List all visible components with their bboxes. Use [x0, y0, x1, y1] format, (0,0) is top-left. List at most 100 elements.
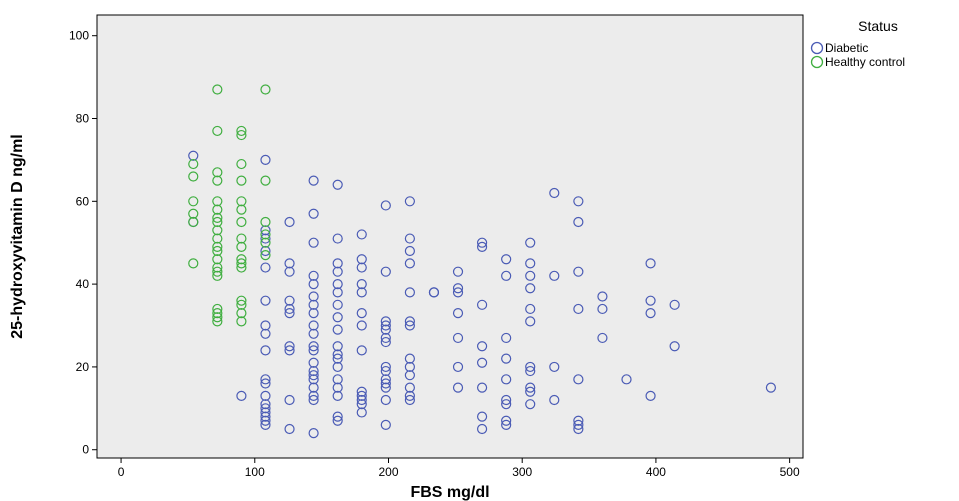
point-diabetic	[525, 399, 536, 410]
point-diabetic	[284, 394, 295, 406]
data-points	[188, 84, 777, 439]
point-diabetic	[380, 382, 391, 393]
point-diabetic	[308, 390, 319, 401]
y-tick-label: 0	[82, 443, 89, 457]
y-axis: 0 20 40 60 80 100	[69, 29, 97, 457]
point-diabetic	[356, 386, 367, 397]
point-healthy-control	[260, 175, 271, 186]
point-diabetic	[284, 307, 295, 319]
legend: Status Diabetic Healthy control	[810, 18, 905, 69]
point-diabetic	[308, 428, 319, 439]
point-diabetic	[308, 341, 319, 352]
point-diabetic	[476, 357, 488, 368]
point-diabetic	[188, 150, 199, 161]
point-diabetic	[452, 287, 464, 298]
point-diabetic	[308, 365, 319, 377]
point-healthy-control	[212, 316, 223, 327]
point-diabetic	[501, 419, 512, 430]
point-healthy-control	[236, 307, 247, 319]
point-diabetic	[332, 390, 343, 401]
x-tick-label: 200	[378, 465, 398, 479]
point-diabetic	[236, 390, 247, 401]
point-healthy-control	[212, 245, 223, 257]
point-diabetic	[308, 394, 319, 406]
point-diabetic	[573, 216, 584, 228]
y-tick-label: 40	[76, 277, 90, 291]
point-diabetic	[356, 279, 367, 290]
y-tick-label: 100	[69, 29, 89, 43]
point-diabetic	[525, 365, 536, 377]
point-diabetic	[260, 295, 271, 306]
point-diabetic	[284, 345, 295, 356]
point-diabetic	[501, 399, 512, 410]
point-diabetic	[332, 415, 343, 426]
point-healthy-control	[236, 295, 247, 306]
point-diabetic	[260, 345, 271, 356]
point-healthy-control	[188, 171, 199, 182]
point-healthy-control	[212, 196, 223, 207]
point-diabetic	[332, 411, 343, 422]
point-diabetic	[356, 307, 367, 319]
point-diabetic	[380, 361, 391, 373]
point-diabetic	[260, 390, 271, 401]
point-diabetic	[332, 353, 343, 364]
point-diabetic	[452, 283, 464, 294]
point-healthy-control	[236, 233, 247, 244]
point-diabetic	[525, 386, 536, 397]
point-diabetic	[284, 303, 295, 315]
point-diabetic	[501, 254, 512, 265]
point-diabetic	[260, 245, 271, 257]
point-diabetic	[332, 258, 343, 269]
point-healthy-control	[188, 208, 199, 219]
point-healthy-control	[188, 258, 199, 269]
point-healthy-control	[188, 158, 199, 170]
x-tick-label: 300	[512, 465, 532, 479]
point-diabetic	[380, 336, 391, 348]
point-diabetic	[356, 254, 367, 265]
point-diabetic	[308, 345, 319, 356]
point-diabetic	[260, 233, 271, 244]
point-diabetic	[260, 378, 271, 389]
y-tick-label: 60	[76, 194, 90, 208]
point-diabetic	[573, 419, 584, 430]
point-diabetic	[597, 303, 608, 315]
point-healthy-control	[212, 212, 223, 223]
point-healthy-control	[236, 216, 247, 228]
point-diabetic	[404, 287, 415, 298]
point-diabetic	[380, 378, 391, 389]
y-axis-title: 25-hydroxyvitamin D ng/ml	[9, 134, 26, 339]
point-diabetic	[669, 341, 680, 352]
point-diabetic	[260, 320, 271, 331]
point-diabetic	[645, 258, 656, 269]
point-diabetic	[452, 361, 464, 373]
point-diabetic	[525, 258, 536, 269]
point-diabetic	[476, 411, 488, 422]
x-axis: 0 100 200 300 400 500	[118, 458, 800, 479]
point-diabetic	[308, 357, 319, 368]
point-diabetic	[356, 394, 367, 406]
legend-marker-diabetic	[810, 41, 824, 55]
point-diabetic	[549, 270, 560, 281]
point-diabetic	[476, 237, 488, 248]
point-diabetic	[284, 295, 295, 306]
point-healthy-control	[260, 250, 271, 261]
point-diabetic	[573, 423, 584, 435]
point-diabetic	[332, 299, 343, 310]
point-diabetic	[308, 382, 319, 393]
point-diabetic	[332, 382, 343, 393]
point-diabetic	[501, 353, 512, 364]
point-healthy-control	[212, 125, 223, 137]
point-diabetic	[308, 374, 319, 385]
point-healthy-control	[212, 303, 223, 315]
point-diabetic	[356, 262, 367, 273]
point-diabetic	[404, 316, 415, 327]
point-diabetic	[332, 324, 343, 335]
point-healthy-control	[212, 270, 223, 281]
point-diabetic	[332, 341, 343, 352]
point-healthy-control	[236, 254, 247, 265]
point-diabetic	[452, 266, 464, 277]
x-tick-label: 500	[780, 465, 800, 479]
point-diabetic	[308, 299, 319, 310]
point-diabetic	[404, 196, 415, 207]
point-diabetic	[356, 345, 367, 356]
